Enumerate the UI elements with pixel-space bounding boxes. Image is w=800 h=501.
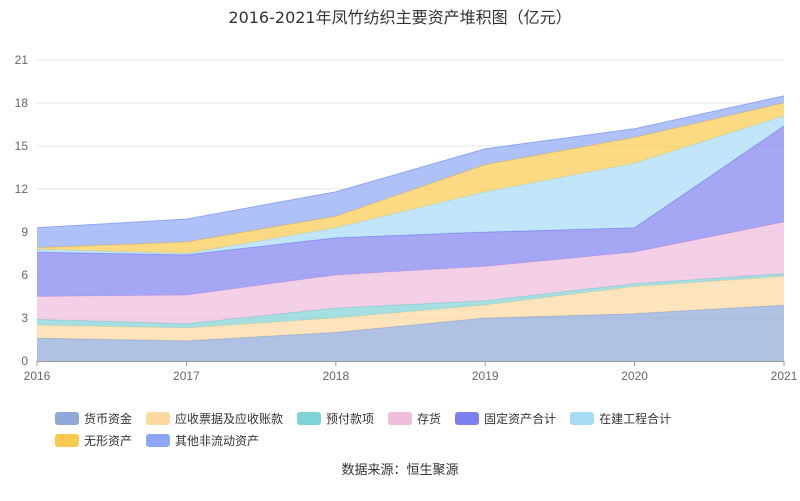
data-source-note: 数据来源：恒生聚源: [341, 463, 459, 478]
area-series-2: [37, 276, 784, 341]
legend-label: 预付款项: [326, 411, 375, 426]
area-series-5: [37, 125, 784, 297]
y-tick-label: 3: [21, 311, 28, 325]
legend-item[interactable]: 货币资金: [55, 407, 132, 429]
legend-swatch: [55, 433, 79, 447]
y-tick-label: 21: [15, 53, 29, 67]
y-tick-label: 12: [15, 182, 29, 196]
area-series-1: [37, 305, 784, 361]
x-tick-label: 2020: [621, 369, 648, 383]
legend-label: 固定资产合计: [484, 411, 557, 426]
legend-item[interactable]: 存货: [388, 407, 441, 429]
legend-label: 在建工程合计: [599, 411, 672, 426]
area-series-8: [37, 95, 784, 248]
legend-label: 存货: [417, 411, 442, 426]
chart-title: 2016-2021年凤竹纺织主要资产堆积图（亿元）: [228, 8, 572, 27]
legend-item[interactable]: 无形资产: [55, 429, 132, 451]
y-tick-label: 9: [21, 225, 28, 239]
area-series-4: [37, 221, 784, 324]
area-edge-series-8: [36, 95, 785, 229]
legend-item[interactable]: 应收票据及应收账款: [146, 407, 283, 429]
legend-swatch: [146, 411, 171, 425]
chart-legend: 货币资金 应收票据及应收账款 预付款项 存货 固定资产合计 在建工程合计无形资产 其他非流动…: [55, 407, 775, 451]
legend-item[interactable]: 在建工程合计: [570, 407, 671, 429]
legend-swatch: [455, 411, 480, 425]
x-tick-label: 2016: [24, 369, 51, 383]
legend-swatch: [55, 411, 79, 425]
y-tick-label: 0: [21, 354, 28, 368]
y-tick-label: 18: [15, 96, 29, 110]
legend-label: 货币资金: [84, 411, 133, 426]
legend-item[interactable]: 固定资产合计: [455, 407, 556, 429]
x-tick-label: 2019: [472, 369, 499, 383]
legend-swatch: [388, 411, 413, 425]
legend-item[interactable]: 其他非流动资产: [146, 429, 259, 451]
area-edge-series-6: [36, 115, 785, 255]
area-series-6: [37, 115, 784, 255]
x-tick-label: 2018: [322, 369, 349, 383]
legend-label: 应收票据及应收账款: [175, 411, 284, 426]
area-edge-series-4: [36, 221, 785, 297]
legend-label: 无形资产: [84, 433, 133, 448]
x-tick-label: 2021: [771, 369, 798, 383]
legend-item[interactable]: 预付款项: [297, 407, 374, 429]
x-tick-label: 2017: [173, 369, 200, 383]
legend-swatch: [297, 411, 322, 425]
y-tick-label: 6: [21, 268, 28, 282]
y-tick-label: 15: [15, 139, 29, 153]
legend-swatch: [146, 433, 171, 447]
legend-label: 其他非流动资产: [175, 433, 260, 448]
legend-swatch: [570, 411, 595, 425]
